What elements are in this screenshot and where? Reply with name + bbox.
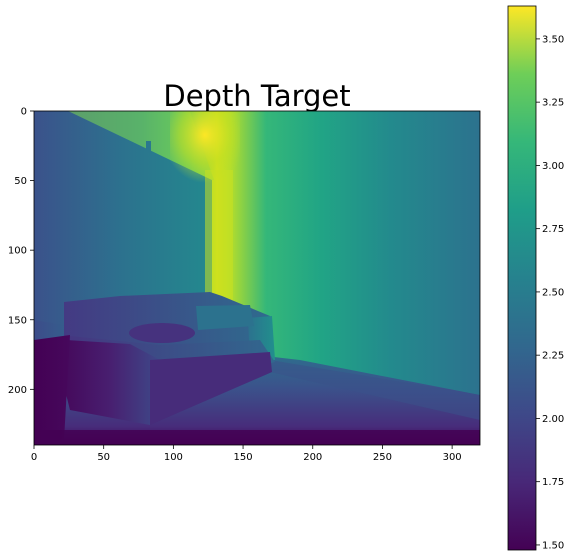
colorbar-tick-label: 1.50 [542, 540, 564, 551]
colorbar-tick-label: 2.50 [542, 287, 564, 298]
cushion-left [129, 323, 195, 343]
sofa-front-region [60, 340, 160, 425]
y-tick-label: 50 [14, 176, 27, 187]
colorbar [507, 5, 537, 551]
y-tick-label: 0 [21, 107, 27, 118]
x-tick-label: 0 [31, 452, 37, 463]
x-tick-label: 200 [303, 452, 322, 463]
chart-title: Depth Target [163, 79, 350, 113]
x-tick-label: 50 [97, 452, 110, 463]
y-axis: 0 50 100 150 200 [8, 107, 34, 396]
y-tick-label: 100 [8, 246, 27, 257]
colorbar-tick-label: 3.50 [542, 34, 564, 45]
cushion-right [196, 305, 254, 330]
x-axis: 0 50 100 150 200 250 300 [31, 445, 462, 463]
y-tick-label: 150 [8, 315, 27, 326]
colorbar-tick-label: 3.00 [542, 161, 564, 172]
x-tick-label: 150 [234, 452, 253, 463]
colorbar-tick-label: 1.75 [542, 477, 564, 488]
sofa-front-side [150, 352, 272, 425]
colorbar-axis: 1.50 1.75 2.00 2.25 2.50 2.75 3.00 3.25 3.50 [536, 34, 564, 551]
x-tick-label: 100 [164, 452, 183, 463]
left-wall-region [34, 111, 212, 350]
left-chair-region [34, 335, 70, 445]
colorbar-tick-label: 2.00 [542, 414, 564, 425]
colorbar-tick-label: 3.25 [542, 98, 564, 109]
depth-image [34, 111, 480, 445]
colorbar-tick-label: 2.25 [542, 351, 564, 362]
y-tick-label: 200 [8, 385, 27, 396]
x-tick-label: 250 [373, 452, 392, 463]
plot-frame [33, 110, 481, 446]
colorbar-tick-label: 2.75 [542, 224, 564, 235]
x-tick-label: 300 [443, 452, 462, 463]
